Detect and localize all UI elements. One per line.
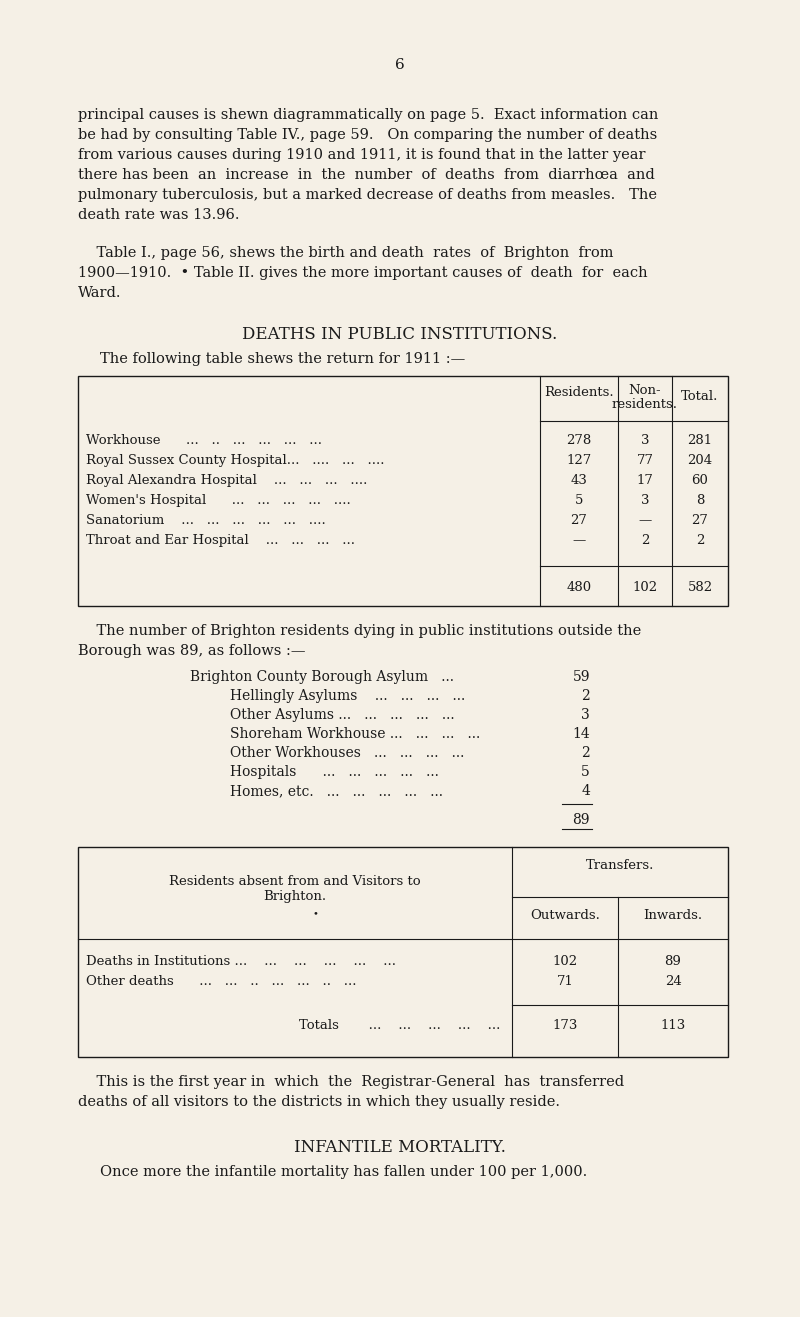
Text: 2: 2	[582, 745, 590, 760]
Text: 89: 89	[665, 955, 682, 968]
Text: Workhouse      ...   ..   ...   ...   ...   ...: Workhouse ... .. ... ... ... ...	[86, 435, 322, 446]
Text: The following table shews the return for 1911 :—: The following table shews the return for…	[100, 352, 466, 366]
Text: 89: 89	[573, 813, 590, 827]
Text: deaths of all visitors to the districts in which they usually reside.: deaths of all visitors to the districts …	[78, 1094, 560, 1109]
Text: DEATHS IN PUBLIC INSTITUTIONS.: DEATHS IN PUBLIC INSTITUTIONS.	[242, 327, 558, 342]
Text: —: —	[638, 514, 652, 527]
Text: Table I., page 56, shews the birth and death  rates  of  Brighton  from: Table I., page 56, shews the birth and d…	[78, 246, 614, 259]
Text: Sanatorium    ...   ...   ...   ...   ...   ....: Sanatorium ... ... ... ... ... ....	[86, 514, 326, 527]
Text: Transfers.: Transfers.	[586, 859, 654, 872]
Text: from various causes during 1910 and 1911, it is found that in the latter year: from various causes during 1910 and 1911…	[78, 148, 646, 162]
Text: Non-: Non-	[629, 385, 662, 396]
Text: 8: 8	[696, 494, 704, 507]
Text: Throat and Ear Hospital    ...   ...   ...   ...: Throat and Ear Hospital ... ... ... ...	[86, 533, 355, 547]
Text: 204: 204	[687, 454, 713, 468]
Text: Outwards.: Outwards.	[530, 909, 600, 922]
Text: Once more the infantile mortality has fallen under 100 per 1,000.: Once more the infantile mortality has fa…	[100, 1166, 587, 1179]
Text: 281: 281	[687, 435, 713, 446]
Text: 60: 60	[691, 474, 709, 487]
Text: 480: 480	[566, 581, 591, 594]
Text: 3: 3	[641, 494, 650, 507]
Text: 173: 173	[552, 1019, 578, 1033]
Text: 3: 3	[641, 435, 650, 446]
Text: Royal Sussex County Hospital...   ....   ...   ....: Royal Sussex County Hospital... .... ...…	[86, 454, 385, 468]
Text: Ward.: Ward.	[78, 286, 122, 300]
Text: Hospitals      ...   ...   ...   ...   ...: Hospitals ... ... ... ... ...	[230, 765, 439, 778]
Text: Deaths in Institutions ...    ...    ...    ...    ...    ...: Deaths in Institutions ... ... ... ... .…	[86, 955, 396, 968]
Text: 71: 71	[557, 975, 574, 988]
Text: 113: 113	[660, 1019, 686, 1033]
Text: 102: 102	[553, 955, 578, 968]
Text: 5: 5	[582, 765, 590, 778]
Text: 17: 17	[637, 474, 654, 487]
Text: Brighton.: Brighton.	[263, 890, 326, 903]
Text: Totals       ...    ...    ...    ...    ...: Totals ... ... ... ... ...	[298, 1019, 500, 1033]
Text: residents.: residents.	[612, 398, 678, 411]
Text: death rate was 13.96.: death rate was 13.96.	[78, 208, 239, 223]
Text: 77: 77	[637, 454, 654, 468]
Text: Inwards.: Inwards.	[643, 909, 702, 922]
Text: 5: 5	[575, 494, 583, 507]
Text: 2: 2	[696, 533, 704, 547]
Text: •: •	[312, 909, 318, 918]
Text: 3: 3	[582, 709, 590, 722]
Text: 127: 127	[566, 454, 592, 468]
Text: 14: 14	[572, 727, 590, 741]
Text: pulmonary tuberculosis, but a marked decrease of deaths from measles.   The: pulmonary tuberculosis, but a marked dec…	[78, 188, 657, 202]
Bar	[78, 375, 728, 606]
Text: Shoreham Workhouse ...   ...   ...   ...: Shoreham Workhouse ... ... ... ...	[230, 727, 480, 741]
Text: there has been  an  increase  in  the  number  of  deaths  from  diarrhœa  and: there has been an increase in the number…	[78, 169, 654, 182]
Text: 43: 43	[570, 474, 587, 487]
Text: Other Asylums ...   ...   ...   ...   ...: Other Asylums ... ... ... ... ...	[230, 709, 454, 722]
Text: This is the first year in  which  the  Registrar-General  has  transferred: This is the first year in which the Regi…	[78, 1075, 624, 1089]
Text: 102: 102	[633, 581, 658, 594]
Text: 1900—1910.  • Table II. gives the more important causes of  death  for  each: 1900—1910. • Table II. gives the more im…	[78, 266, 648, 281]
Text: Residents.: Residents.	[544, 386, 614, 399]
Text: INFANTILE MORTALITY.: INFANTILE MORTALITY.	[294, 1139, 506, 1156]
Text: Royal Alexandra Hospital    ...   ...   ...   ....: Royal Alexandra Hospital ... ... ... ...…	[86, 474, 367, 487]
Text: 24: 24	[665, 975, 682, 988]
Text: 582: 582	[687, 581, 713, 594]
Text: 27: 27	[570, 514, 587, 527]
Text: 4: 4	[581, 784, 590, 798]
Text: 278: 278	[566, 435, 592, 446]
Text: Homes, etc.   ...   ...   ...   ...   ...: Homes, etc. ... ... ... ... ...	[230, 784, 443, 798]
Text: Borough was 89, as follows :—: Borough was 89, as follows :—	[78, 644, 306, 658]
Text: Total.: Total.	[682, 390, 718, 403]
Text: 2: 2	[641, 533, 649, 547]
Text: Women's Hospital      ...   ...   ...   ...   ....: Women's Hospital ... ... ... ... ....	[86, 494, 350, 507]
Text: The number of Brighton residents dying in public institutions outside the: The number of Brighton residents dying i…	[78, 624, 642, 637]
Text: Hellingly Asylums    ...   ...   ...   ...: Hellingly Asylums ... ... ... ...	[230, 689, 466, 703]
Bar	[78, 847, 728, 1058]
Text: 6: 6	[395, 58, 405, 72]
Text: be had by consulting Table IV., page 59.   On comparing the number of deaths: be had by consulting Table IV., page 59.…	[78, 128, 658, 142]
Text: —: —	[572, 533, 586, 547]
Text: Residents absent from and Visitors to: Residents absent from and Visitors to	[169, 874, 421, 888]
Text: Other Workhouses   ...   ...   ...   ...: Other Workhouses ... ... ... ...	[230, 745, 464, 760]
Text: 59: 59	[573, 670, 590, 684]
Text: Other deaths      ...   ...   ..   ...   ...   ..   ...: Other deaths ... ... .. ... ... .. ...	[86, 975, 357, 988]
Text: 2: 2	[582, 689, 590, 703]
Text: Brighton County Borough Asylum   ...: Brighton County Borough Asylum ...	[190, 670, 454, 684]
Text: 27: 27	[691, 514, 709, 527]
Text: principal causes is shewn diagrammatically on page 5.  Exact information can: principal causes is shewn diagrammatical…	[78, 108, 658, 122]
